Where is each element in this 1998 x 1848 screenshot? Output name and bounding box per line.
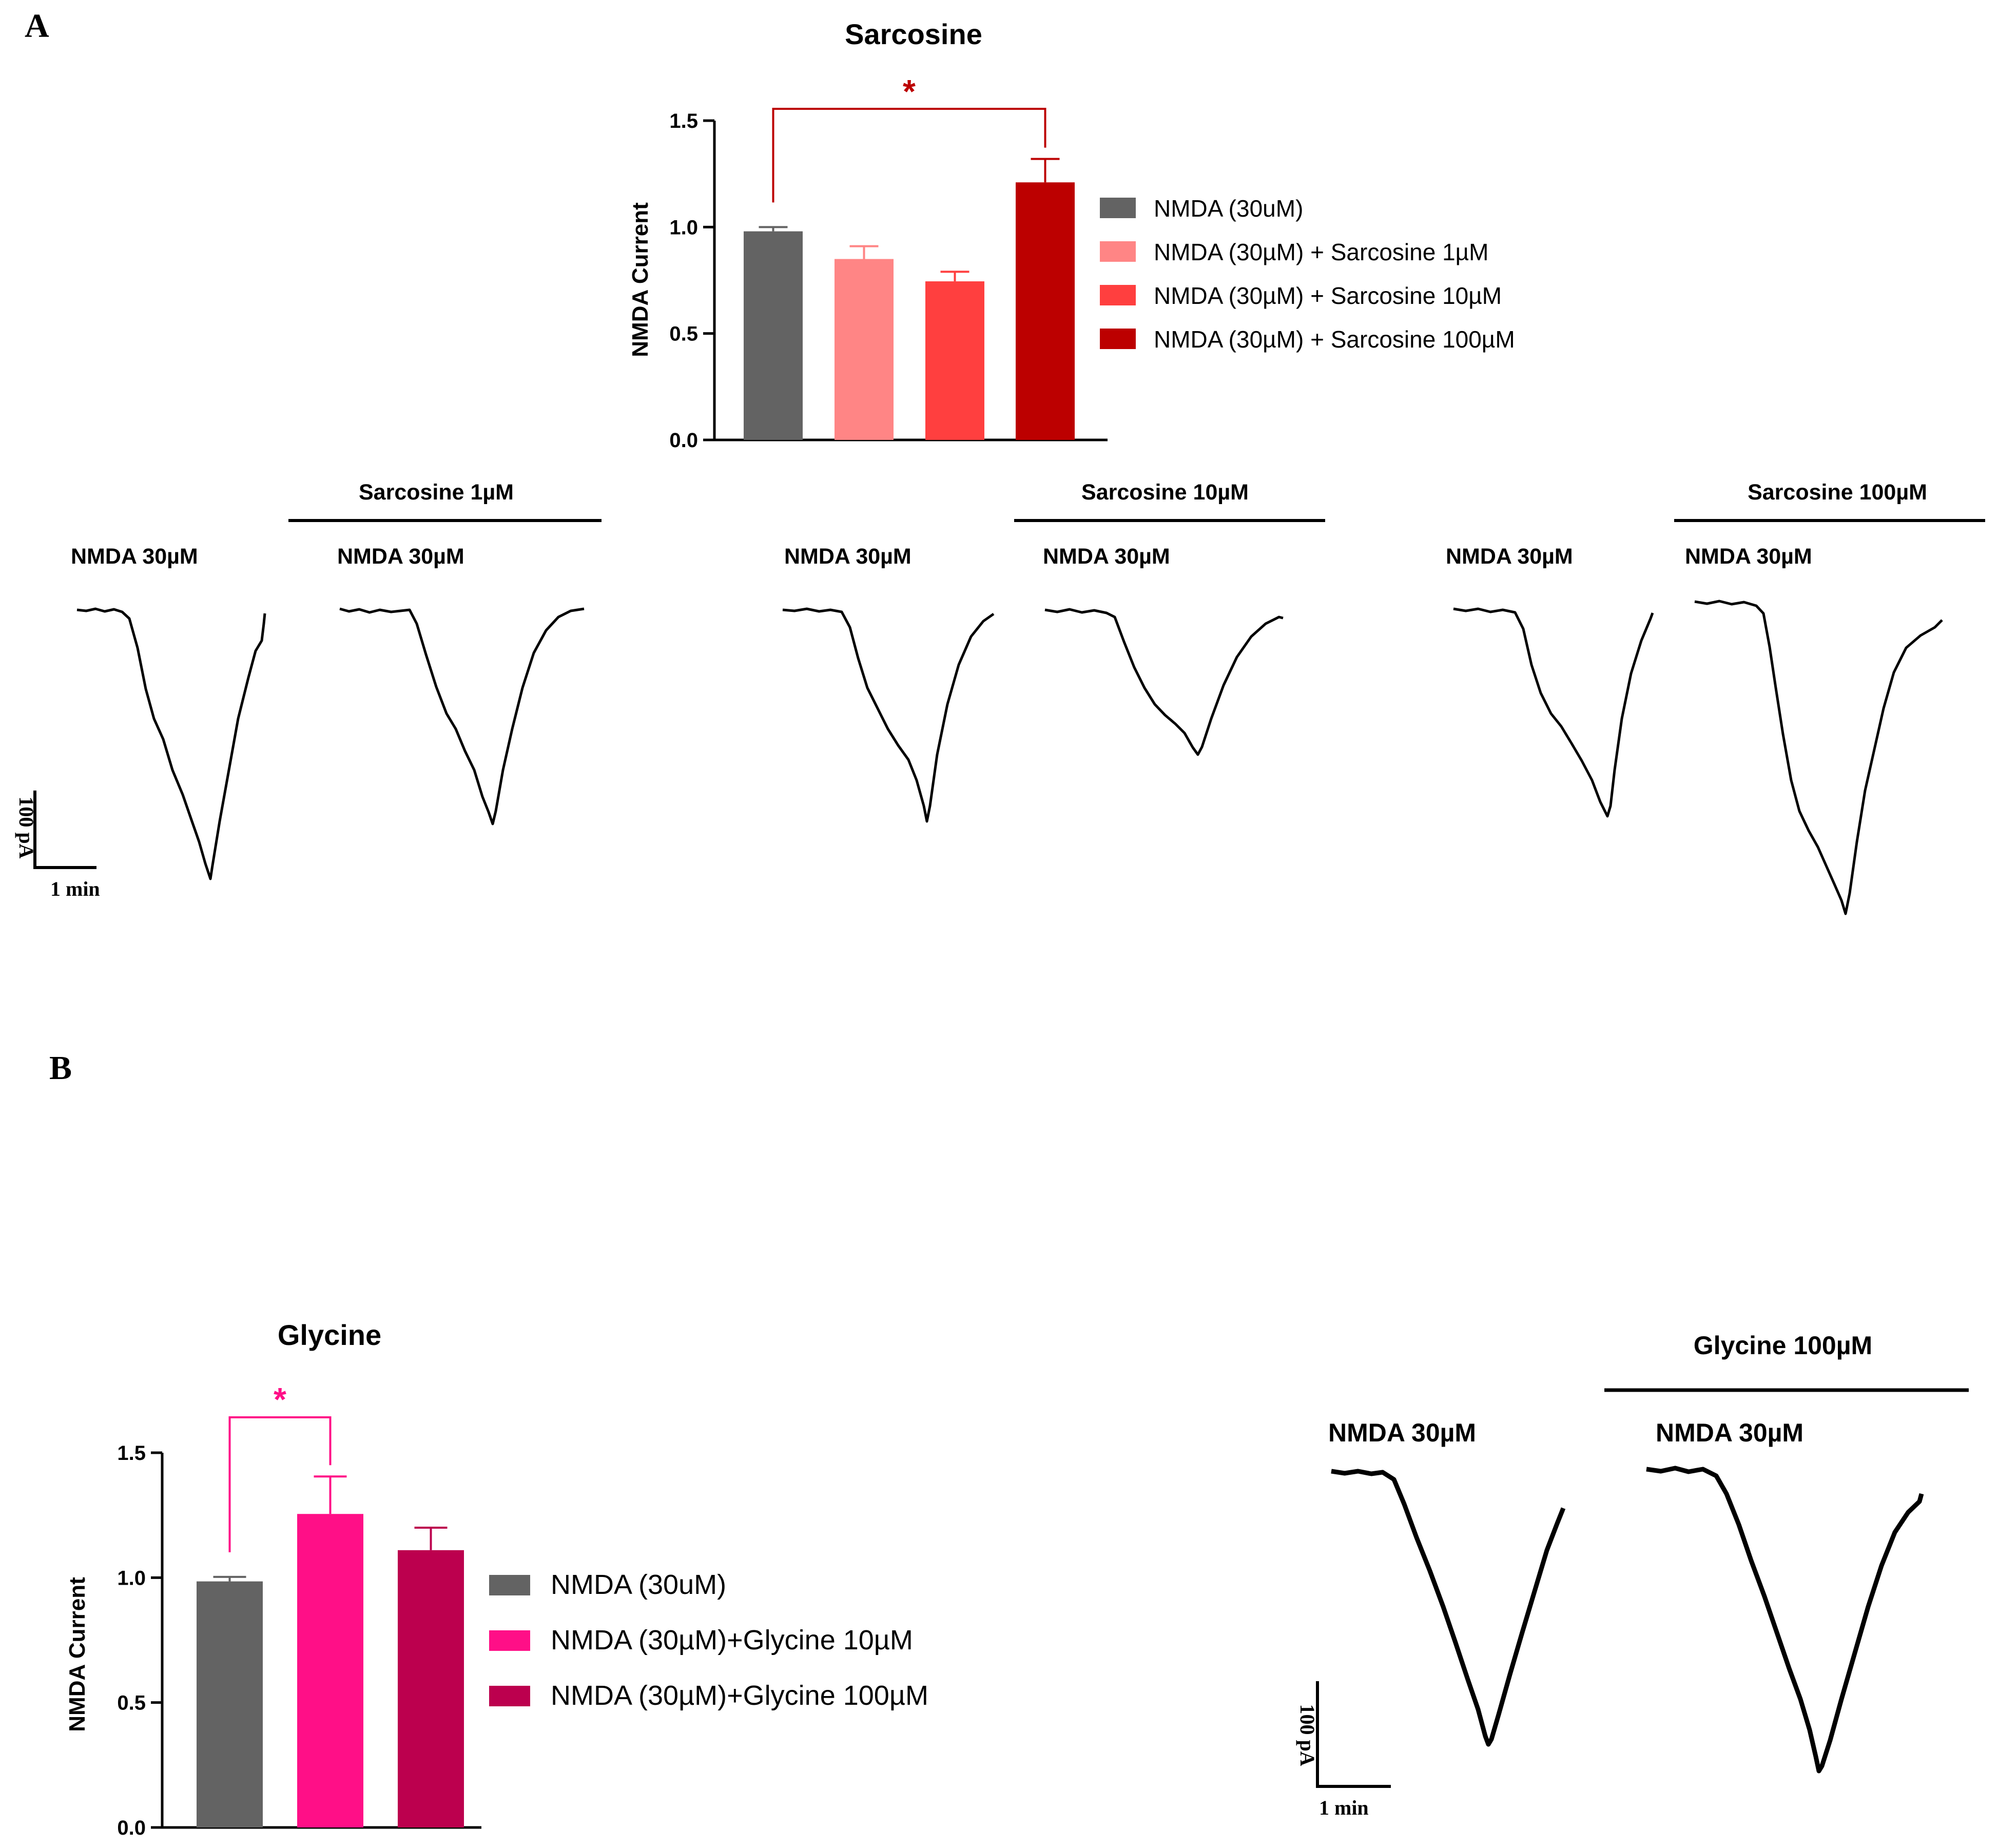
glycine-legend-swatch (489, 1575, 530, 1595)
control-label-b: NMDA 30µM (1328, 1418, 1476, 1447)
panel-letter-b: B (49, 1049, 72, 1087)
treatment-label-sarcosine-100: Sarcosine 100µM (1748, 480, 1927, 505)
sarcosine-legend-swatch (1100, 241, 1136, 262)
glycine-legend-label: NMDA (30µM)+Glycine 100µM (551, 1680, 928, 1711)
sarcosine-legend-swatch (1100, 329, 1136, 349)
glycine-y-tick-label: 1.5 (117, 1442, 146, 1465)
control-label-1: NMDA 30µM (71, 544, 198, 569)
sarcosine-y-tick-label: 1.5 (669, 110, 698, 132)
glycine-legend-swatch (489, 1686, 530, 1706)
sarcosine-y-axis-label: NMDA Current (628, 202, 653, 357)
sarcosine-legend-label: NMDA (30µM) + Sarcosine 100µM (1154, 326, 1515, 353)
glycine-y-axis-label: NMDA Current (65, 1577, 90, 1732)
control-label-3: NMDA 30µM (1446, 544, 1573, 569)
trace-control-2 (782, 607, 995, 823)
treated-label-3: NMDA 30µM (1685, 544, 1812, 569)
sarcosine-legend-label: NMDA (30uM) (1154, 195, 1303, 222)
trace-control-b (1331, 1469, 1566, 1747)
sarcosine-bar-chart: Sarcosine NMDA Current 0.0 0.5 1.0 1.5 * NM… (628, 18, 1515, 452)
treatment-label-sarcosine-1: Sarcosine 1µM (359, 480, 514, 505)
sarcosine-y-tick-label: 1.0 (669, 216, 698, 239)
trace-treated-2 (1044, 608, 1284, 756)
treatment-label-glycine-100: Glycine 100µM (1694, 1331, 1872, 1360)
sarcosine-y-tick-label: 0.0 (669, 429, 698, 452)
scale-bar-vertical-label-b: 100 pA (1296, 1704, 1319, 1766)
glycine-significance-bracket (228, 1416, 332, 1552)
scale-bar-horizontal-label-a: 1 min (50, 877, 100, 900)
control-label-2: NMDA 30µM (784, 544, 911, 569)
scale-bar-horizontal-label-b: 1 min (1319, 1796, 1369, 1819)
glycine-legend-label: NMDA (30uM) (551, 1569, 726, 1600)
treated-label-b: NMDA 30µM (1656, 1418, 1803, 1447)
glycine-bar-chart: Glycine NMDA Current 0.0 0.5 1.0 1.5 * NMDA… (65, 1319, 928, 1839)
sarcosine-bar (744, 231, 803, 440)
sarcosine-legend-label: NMDA (30µM) + Sarcosine 1µM (1154, 239, 1488, 265)
glycine-y-tick-label: 0.5 (117, 1692, 146, 1715)
glycine-legend-swatch (489, 1630, 530, 1651)
glycine-significance-star: * (274, 1381, 286, 1418)
trace-control-3 (1453, 607, 1654, 818)
sarcosine-bar (835, 259, 894, 440)
trace-control-1 (76, 607, 266, 880)
glycine-bar (297, 1514, 363, 1827)
panel-letter-a: A (25, 7, 49, 45)
glycine-bar (197, 1581, 263, 1827)
sarcosine-chart-title: Sarcosine (845, 18, 982, 50)
glycine-legend-label: NMDA (30µM)+Glycine 10µM (551, 1625, 913, 1656)
glycine-y-tick-label: 0.0 (117, 1817, 146, 1839)
glycine-y-tick-label: 1.0 (117, 1567, 146, 1589)
sarcosine-significance-bracket (772, 108, 1046, 203)
treated-label-1: NMDA 30µM (337, 544, 464, 569)
sarcosine-legend-swatch (1100, 285, 1136, 305)
glycine-chart-title: Glycine (278, 1319, 381, 1351)
trace-treated-3 (1694, 600, 1943, 915)
sarcosine-legend-label: NMDA (30µM) + Sarcosine 10µM (1154, 282, 1502, 309)
glycine-bar (398, 1550, 464, 1827)
scale-bar-vertical-label-a: 100 pA (15, 796, 38, 858)
sarcosine-legend-swatch (1100, 198, 1136, 218)
sarcosine-bar (1016, 182, 1075, 440)
trace-treated-1 (339, 607, 585, 825)
treatment-label-sarcosine-10: Sarcosine 10µM (1081, 480, 1249, 505)
sarcosine-traces: Sarcosine 1µM NMDA 30µM NMDA 30µM Sarcos… (15, 480, 1985, 915)
sarcosine-significance-star: * (903, 73, 916, 110)
sarcosine-y-tick-label: 0.5 (669, 323, 698, 345)
trace-treated-b (1646, 1466, 1924, 1774)
treated-label-2: NMDA 30µM (1043, 544, 1170, 569)
sarcosine-bar (925, 281, 984, 440)
glycine-traces: Glycine 100µM NMDA 30µM NMDA 30µM 100 pA… (1296, 1331, 1969, 1819)
